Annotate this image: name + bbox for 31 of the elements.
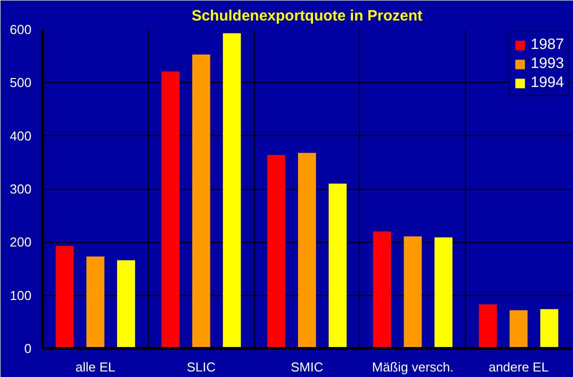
bar <box>478 304 497 348</box>
bar <box>56 246 74 348</box>
bar <box>540 309 558 348</box>
bar <box>298 152 316 348</box>
y-tick-label: 0 <box>24 341 32 356</box>
bar <box>328 184 347 348</box>
x-tick-label: Mäßig versch. <box>372 360 454 374</box>
bar <box>267 154 286 348</box>
legend-label: 1994 <box>530 74 564 91</box>
y-tick-label: 200 <box>10 234 32 250</box>
bar <box>86 256 104 348</box>
y-tick-label: 500 <box>10 75 32 90</box>
x-tick-label: alle EL <box>76 360 116 374</box>
legend-label: 1987 <box>530 36 564 53</box>
bar <box>162 72 180 348</box>
y-tick-label: 100 <box>10 288 32 303</box>
y-tick-label: 600 <box>10 22 32 37</box>
chart-title: Schuldenexportquote in Prozent <box>192 8 422 24</box>
x-tick-label: andere EL <box>488 360 549 374</box>
bar <box>373 232 392 348</box>
bar <box>117 260 136 348</box>
x-tick-label: SLIC <box>186 360 216 374</box>
x-tick-label: SMIC <box>290 360 324 374</box>
bar <box>434 237 452 348</box>
bar <box>192 54 210 348</box>
bar <box>222 33 241 348</box>
y-tick-label: 400 <box>10 128 32 144</box>
legend-label: 1993 <box>530 55 564 72</box>
y-tick-label: 300 <box>10 182 32 196</box>
bar <box>510 310 528 348</box>
bar <box>404 236 422 348</box>
